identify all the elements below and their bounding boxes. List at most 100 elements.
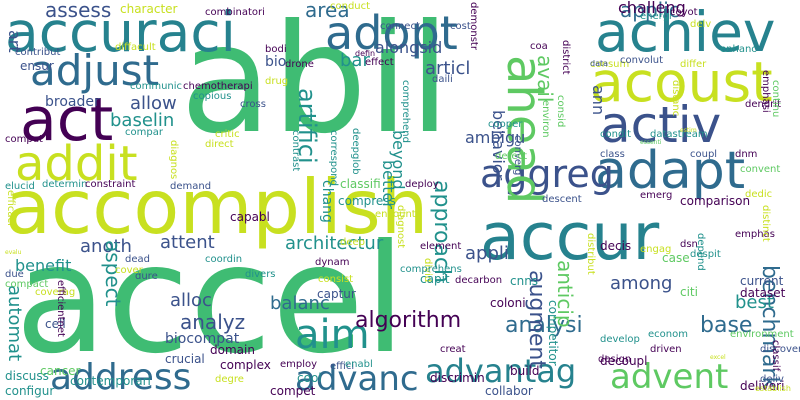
word-diagnost: diagnost: [395, 205, 406, 249]
word-consum: consum: [590, 59, 630, 70]
word-estim: estim: [680, 127, 697, 134]
word-compact: compact: [5, 279, 49, 290]
word-compet: compet: [270, 384, 316, 398]
word-addit: addit: [15, 136, 138, 192]
word-dendrit: dendrit: [745, 99, 781, 110]
word-allow: allow: [130, 93, 177, 114]
word-delv: delv: [690, 19, 712, 30]
word-cover: cover: [115, 265, 143, 276]
word-coverag: coverag: [35, 287, 76, 298]
word-build: build: [510, 364, 540, 378]
word-capabl: capabl: [230, 210, 270, 224]
word-assess: assess: [45, 0, 112, 22]
word-detect: detect: [495, 151, 527, 162]
word-communic: communic: [130, 81, 183, 92]
word-deepglob: deepglob: [350, 128, 361, 175]
word-element: element: [420, 241, 462, 252]
word-excel: excel: [710, 354, 726, 361]
word-dsn: dsn: [680, 239, 698, 250]
word-accur: accur: [480, 200, 660, 275]
word-ambigu: ambigu: [465, 128, 526, 147]
word-coyot: coyot: [670, 7, 698, 18]
word-direct: direct: [205, 139, 234, 150]
word-architectur: architectur: [285, 233, 384, 254]
word-defin: defin: [355, 49, 376, 58]
word-essenti: essenti: [640, 139, 662, 146]
word-cnns: cnns: [510, 274, 539, 288]
word-evalu: evalu: [5, 249, 22, 256]
word-coloni: coloni: [490, 296, 526, 310]
word-benefit: benefit: [15, 256, 72, 275]
word-activ: activ: [600, 96, 722, 154]
word-discuss: discuss: [5, 369, 49, 383]
word-comparison: comparison: [680, 194, 751, 208]
word-continu: continu: [770, 80, 781, 118]
word-deliveri: deliveri: [740, 379, 785, 393]
word-anticip: anticip: [553, 260, 577, 328]
word-data: data: [590, 59, 609, 68]
word-advantag: advantag: [425, 352, 577, 390]
word-class: class: [600, 149, 625, 160]
word-differ: differ: [680, 59, 707, 70]
word-achiev: achiev: [595, 0, 776, 64]
word-demonstr: demonstr: [468, 2, 479, 50]
word-convent: convent: [740, 164, 781, 175]
word-contribut: contribut: [15, 47, 61, 58]
word-cancer: cancer: [40, 364, 81, 378]
word-challeng: challeng: [618, 0, 686, 17]
word-acoust: acoust: [590, 50, 773, 114]
word-attent: attent: [160, 232, 215, 253]
word-efficientnet: efficientnet: [55, 280, 66, 337]
word-art: art: [5, 30, 24, 53]
word-environment: environment: [730, 329, 794, 340]
word-aspect: aspect: [101, 240, 125, 307]
word-deploy: deploy: [405, 179, 439, 190]
word-alongsid: alongsid: [375, 38, 443, 57]
word-approach: approach: [429, 180, 454, 283]
word-coa: coa: [530, 41, 548, 52]
word-enhanc: enhanc: [720, 44, 757, 55]
word-distanc: distanc: [670, 80, 681, 117]
word-cool: cool: [297, 371, 322, 385]
word-adapt: adapt: [595, 141, 746, 201]
word-efficaci: efficaci: [5, 190, 16, 226]
word-encount: encount: [375, 209, 416, 220]
word-emphas: emphas: [735, 229, 775, 240]
word-dynam: dynam: [315, 257, 350, 268]
word-advent: advent: [610, 357, 729, 397]
word-effici: effici: [330, 361, 355, 372]
word-benchmark: benchmark: [757, 265, 782, 390]
word-econom: econom: [648, 329, 688, 340]
word-alloc: alloc: [170, 290, 212, 311]
word-constraint: constraint: [85, 179, 136, 190]
word-deliv: deliv: [760, 374, 784, 385]
word-effect: effect: [365, 57, 394, 68]
word-coordin: coordin: [205, 254, 243, 265]
word-dure: dure: [135, 271, 158, 282]
word-demand: demand: [170, 181, 212, 192]
word-conduct: conduct: [330, 1, 371, 12]
word-adjust: adjust: [30, 46, 160, 95]
word-environ: environ: [540, 100, 551, 138]
word-decarbon: decarbon: [455, 275, 503, 286]
word-creat: creat: [440, 344, 466, 355]
word-aim: aim: [295, 312, 370, 358]
word-consid: consid: [555, 95, 566, 128]
word-citi: citi: [680, 285, 698, 299]
word-distinct: distinct: [760, 205, 771, 242]
word-emphasi: emphasi: [760, 70, 771, 113]
word-driven: driven: [650, 344, 682, 355]
word-behavior: behavior: [489, 110, 508, 181]
word-district: district: [560, 40, 571, 75]
word-decis: decis: [600, 239, 632, 253]
word-cost: cost: [450, 21, 471, 32]
word-dataset: dataset: [740, 286, 786, 300]
word-case: case: [662, 251, 690, 265]
word-character: character: [120, 2, 178, 16]
word-competitor: competitor: [546, 300, 560, 366]
word-classifi: classifi: [340, 177, 381, 191]
word-aggreg: aggreg: [480, 152, 614, 196]
word-chang: chang: [319, 180, 335, 223]
word-dead: dead: [125, 254, 150, 265]
word-current: current: [740, 274, 784, 288]
